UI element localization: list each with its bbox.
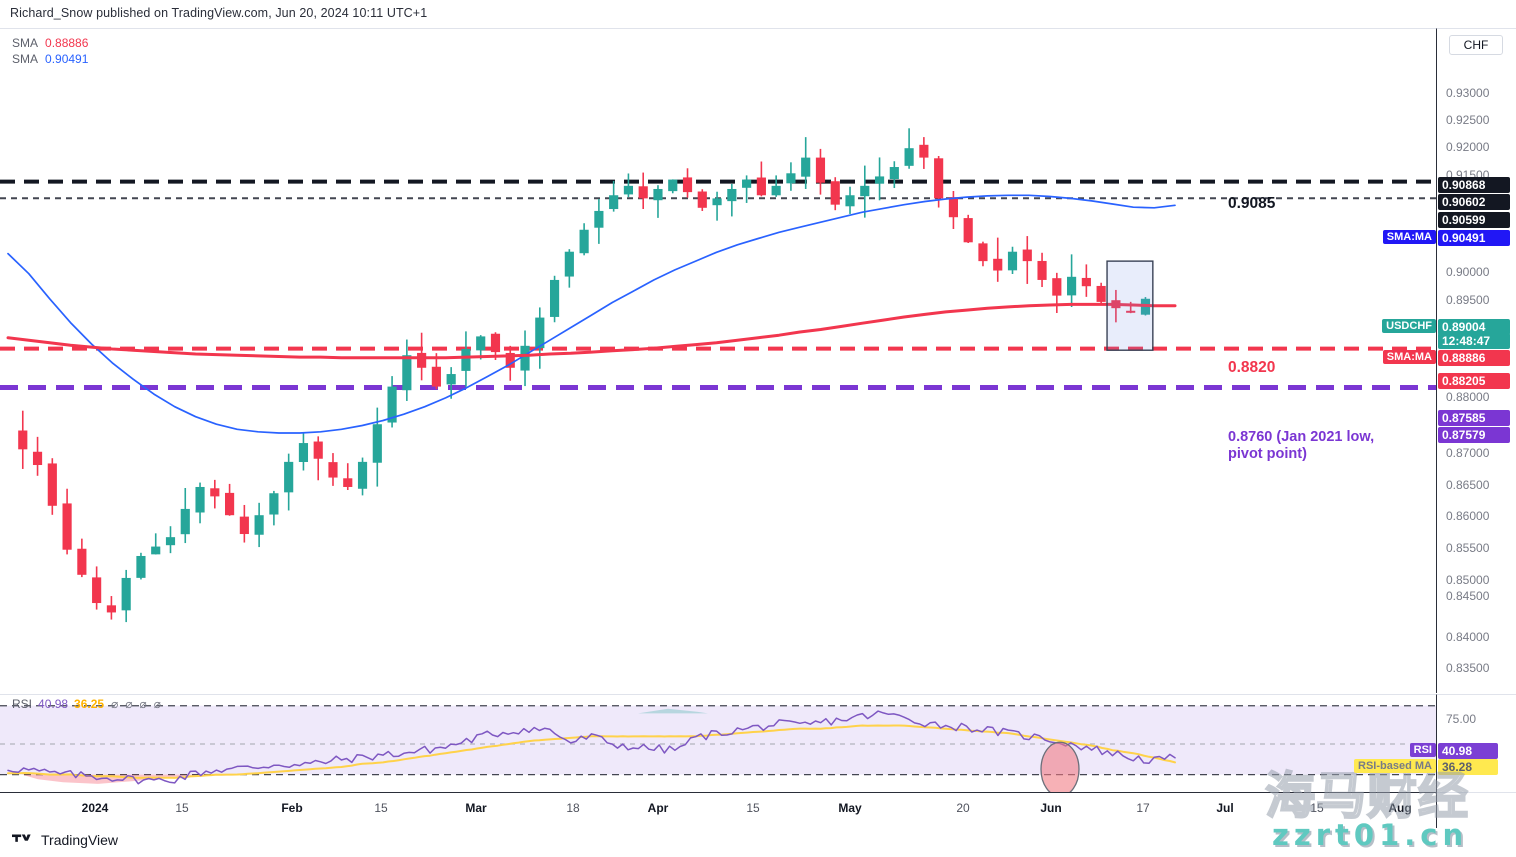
price-axis-tick: 0.84000: [1446, 630, 1490, 644]
legend-row-sma-slow[interactable]: SMA 0.90491: [12, 51, 88, 67]
time-axis-tick: Apr: [647, 801, 669, 815]
price-badge: 0.88205: [1438, 373, 1510, 389]
tradingview-mark-icon: [12, 834, 31, 842]
price-line-tag: SMA:MA: [1382, 230, 1436, 244]
rsi-axis-tick: 75.00: [1446, 712, 1477, 726]
currency-chip[interactable]: CHF: [1449, 35, 1503, 55]
time-axis-tick: 15: [374, 801, 388, 815]
price-badge: 0.90602: [1438, 194, 1510, 210]
bottom-strip: [0, 828, 1516, 857]
annotation-resistance: 0.9085: [1228, 195, 1276, 212]
rsi-legend[interactable]: RSI 40.98 36.25 ⌀ ⌀ ⌀ ⌀: [12, 697, 161, 711]
sma-fast-label: SMA: [12, 36, 39, 50]
time-axis-tick: 15: [1310, 801, 1324, 815]
time-axis-tick: May: [838, 801, 862, 815]
time-axis-tick: Jun: [1040, 801, 1062, 815]
rsi-null-3: ⌀: [139, 697, 147, 711]
price-axis-tick: 0.86500: [1446, 478, 1490, 492]
sma-slow-label: SMA: [12, 52, 39, 66]
price-badge: 12:48:47: [1438, 333, 1510, 349]
price-chart-pane[interactable]: SMA 0.88886 SMA 0.90491 0.9085 0.8820 0.87…: [0, 28, 1437, 693]
time-axis-tick: 15: [746, 801, 760, 815]
annotation-pivot: 0.8760 (Jan 2021 low, pivot point): [1228, 429, 1375, 462]
price-axis-tick: 0.85000: [1446, 573, 1490, 587]
publisher-line: Richard_Snow published on TradingView.co…: [10, 6, 428, 20]
legend-row-sma-fast[interactable]: SMA 0.88886: [12, 35, 88, 51]
price-axis-tick: 0.89500: [1446, 293, 1490, 307]
price-line-tag: SMA:MA: [1382, 350, 1436, 364]
rsi-pane[interactable]: RSI 40.98 36.25 ⌀ ⌀ ⌀ ⌀ RSI RSI-based MA: [0, 694, 1437, 792]
time-axis-tick: 17: [1136, 801, 1150, 815]
rsi-ma-legend-value: 36.25: [74, 697, 105, 711]
time-axis-tick: 20: [956, 801, 970, 815]
annotation-support: 0.8820: [1228, 359, 1276, 376]
rsi-badge: 40.98: [1438, 743, 1498, 759]
time-axis-tick: 18: [566, 801, 580, 815]
time-axis-tick: Aug: [1388, 801, 1412, 815]
price-axis-tick: 0.92000: [1446, 140, 1490, 154]
price-axis-tick: 0.84500: [1446, 589, 1490, 603]
price-axis-tick: 0.88000: [1446, 390, 1490, 404]
price-axis-tick: 0.86000: [1446, 509, 1490, 523]
price-axis-tick: 0.93000: [1446, 86, 1490, 100]
price-badge: 0.87585: [1438, 410, 1510, 426]
rsi-line-tag: RSI-based MA: [1354, 759, 1436, 773]
price-badge: 0.88886: [1438, 350, 1510, 366]
price-badge: 0.90868: [1438, 177, 1510, 193]
time-axis-tick: 2024: [81, 801, 109, 815]
price-plot: [0, 128, 1436, 623]
time-axis-tick: 15: [175, 801, 189, 815]
price-axis[interactable]: CHF 0.93000 0.92500 0.92000 0.91500 0.90000 0…: [1437, 28, 1516, 706]
rsi-null-2: ⌀: [125, 697, 133, 711]
price-axis-tick: 0.87000: [1446, 446, 1490, 460]
price-badge: 0.89004: [1438, 319, 1510, 335]
chart-legend[interactable]: SMA 0.88886 SMA 0.90491: [12, 35, 88, 67]
price-badge: 0.87579: [1438, 427, 1510, 443]
rsi-plot: [0, 705, 1436, 792]
price-axis-tick: 0.90000: [1446, 265, 1490, 279]
sma-slow-value: 0.90491: [45, 52, 89, 66]
time-axis[interactable]: 2024 15 Feb 15 Mar 18 Apr 15 May 20 Jun 17 Jul 15 Aug: [0, 792, 1437, 828]
price-axis-tick: 0.83500: [1446, 661, 1490, 675]
rsi-badge: 36.28: [1438, 759, 1498, 775]
time-axis-tick: Mar: [465, 801, 487, 815]
price-axis-tick: 0.85500: [1446, 541, 1490, 555]
rsi-null-4: ⌀: [153, 697, 162, 711]
rsi-legend-value: 40.98: [38, 697, 69, 711]
price-line-tag: USDCHF: [1382, 319, 1436, 333]
tradingview-logo[interactable]: TradingView: [12, 832, 118, 848]
rsi-null-1: ⌀: [111, 697, 119, 711]
time-axis-tick: Jul: [1216, 801, 1234, 815]
rsi-legend-label: RSI: [12, 697, 33, 711]
sma-fast-value: 0.88886: [45, 36, 89, 50]
rsi-line-tag: RSI: [1409, 743, 1436, 757]
price-badge: 0.90491: [1438, 230, 1510, 246]
tradingview-logo-text: TradingView: [41, 832, 119, 848]
time-axis-tick: Feb: [281, 801, 303, 815]
axis-corner: [1437, 792, 1516, 828]
price-axis-tick: 0.92500: [1446, 113, 1490, 127]
price-badge: 0.90599: [1438, 212, 1510, 228]
